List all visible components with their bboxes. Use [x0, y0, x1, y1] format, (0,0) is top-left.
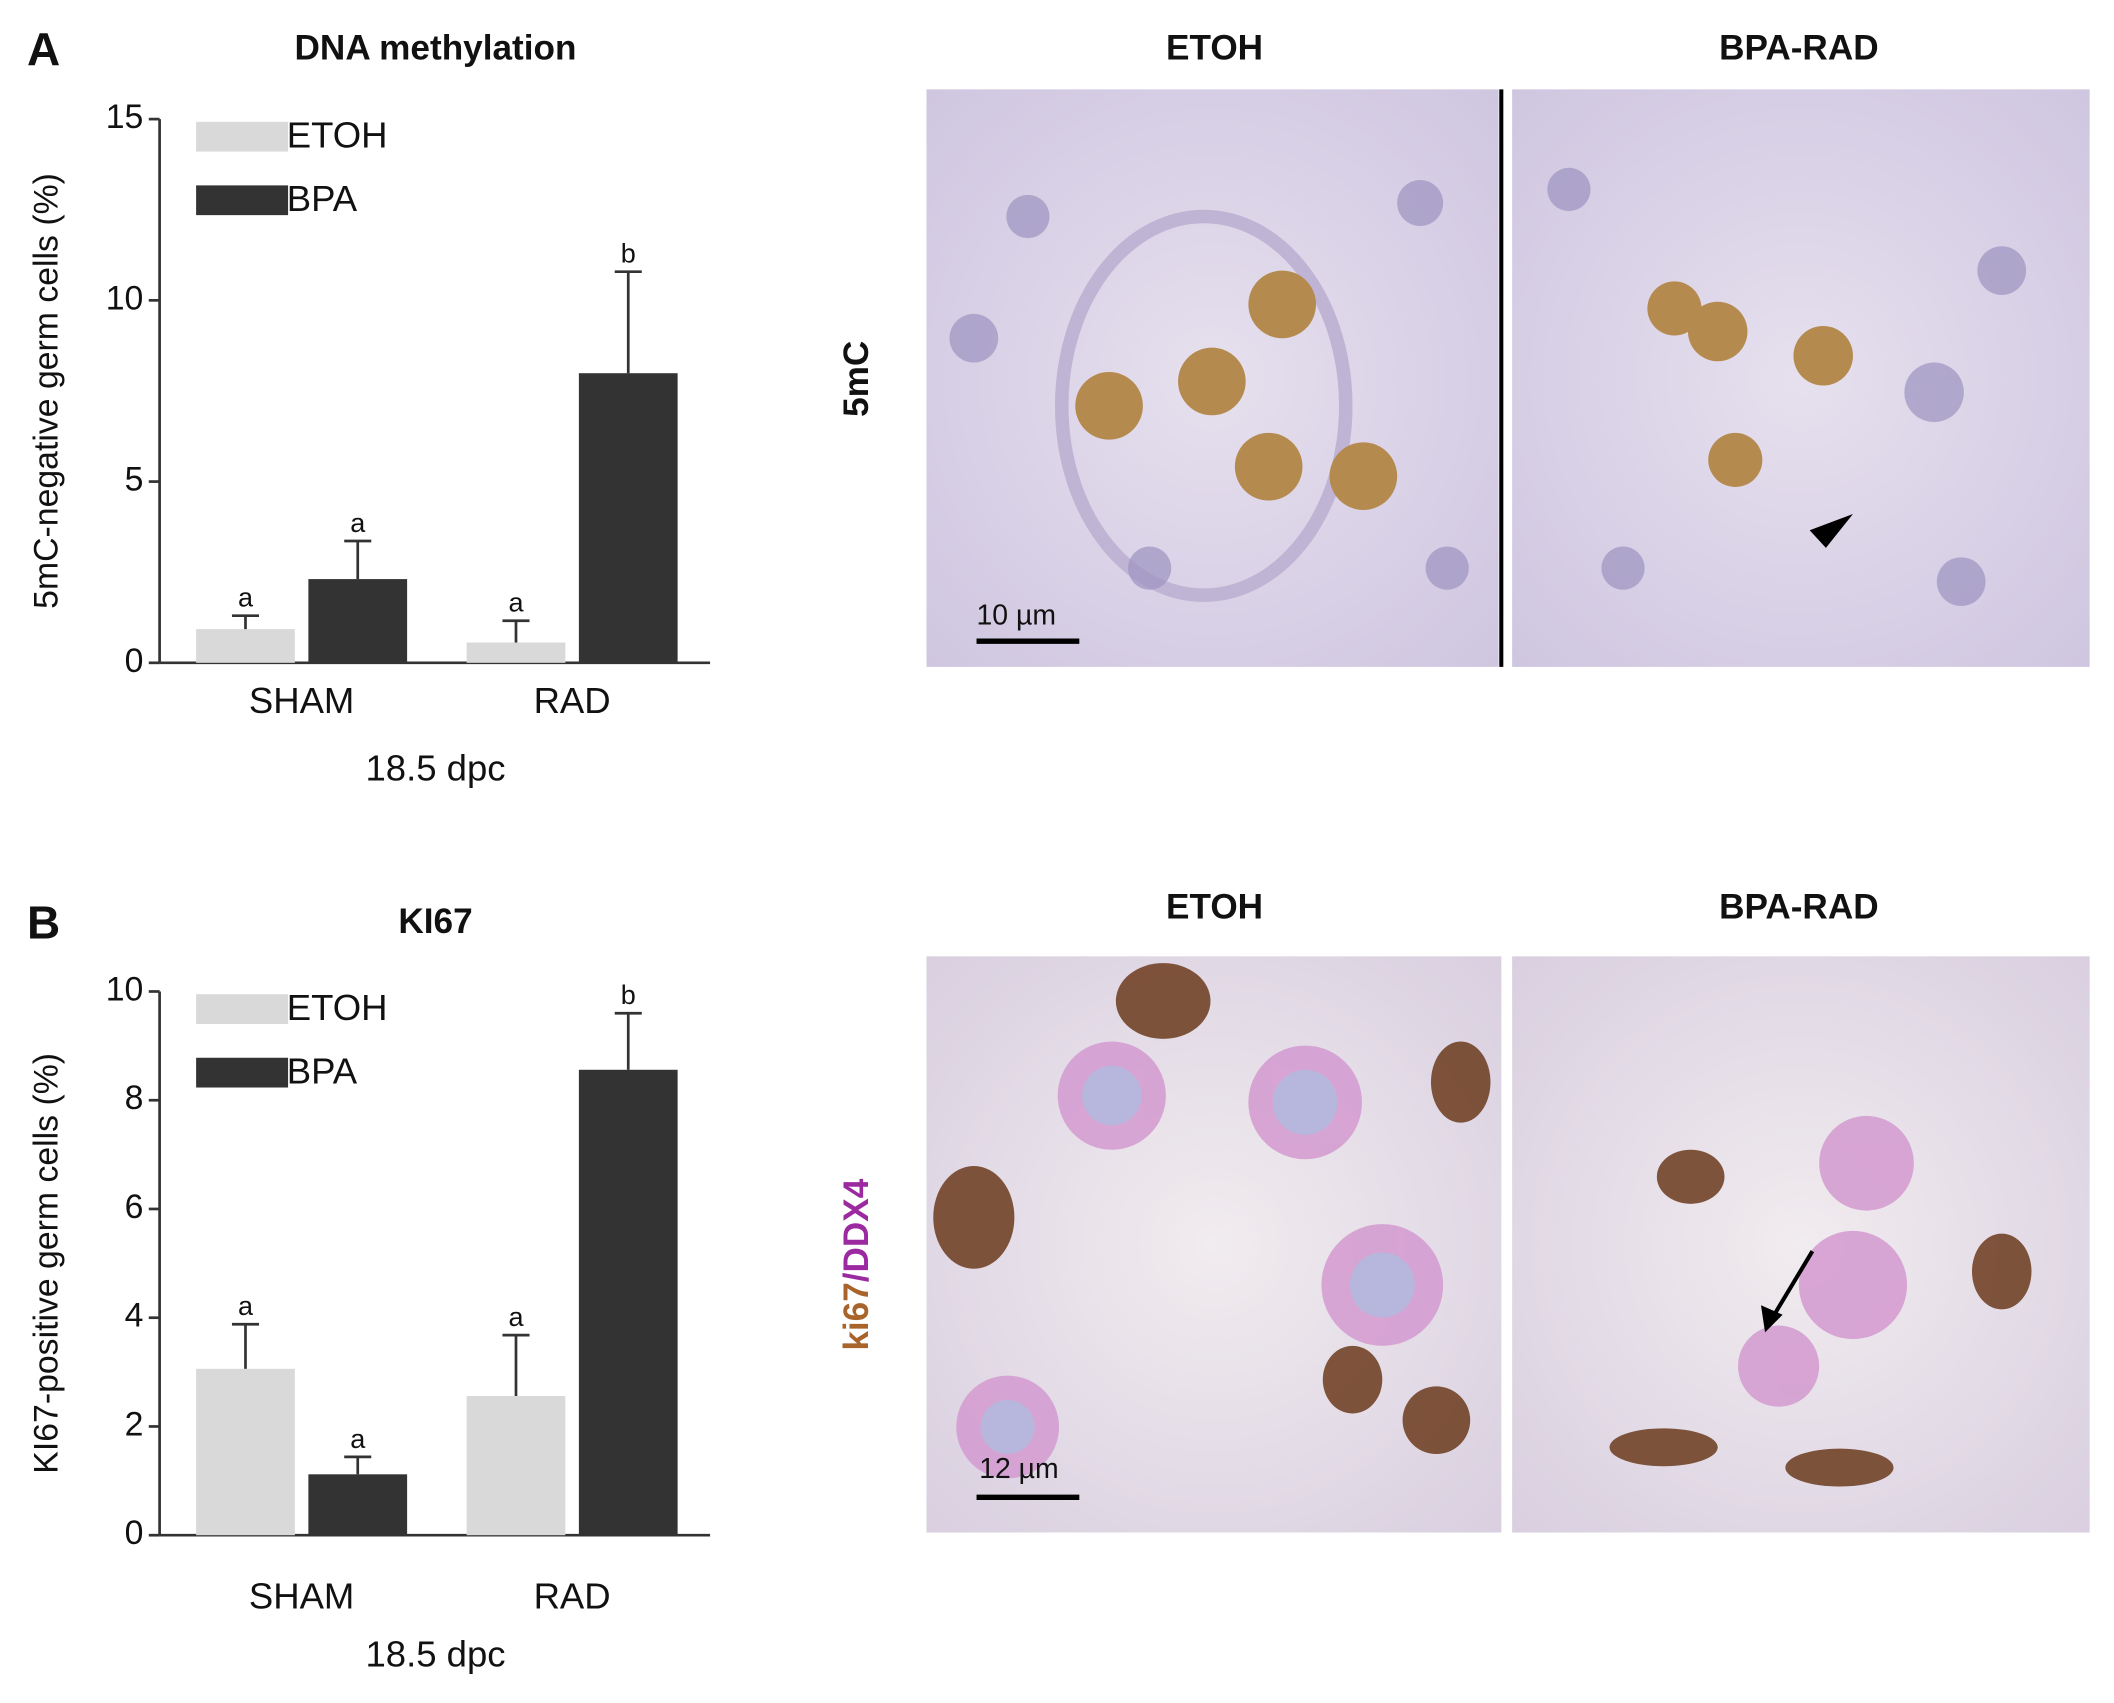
stain-label-part: /DDX4	[837, 1178, 876, 1282]
y-tick-label: 10	[106, 970, 144, 1008]
bar	[196, 1368, 295, 1536]
y-axis-label: 5mC-negative germ cells (%)	[28, 173, 66, 609]
x-axis-label: 18.5 dpc	[365, 748, 505, 789]
bar	[308, 1474, 408, 1536]
significance-label: a	[508, 1302, 524, 1332]
significance-label: a	[238, 583, 254, 613]
significance-label: a	[238, 1291, 254, 1321]
column-label: ETOH	[1166, 28, 1263, 67]
panel-label: B	[27, 897, 60, 949]
column-label: BPA-RAD	[1719, 28, 1879, 67]
micrograph-a: 10 µm ETOH BPA-RAD 5mC	[837, 28, 2090, 667]
legend-swatch	[196, 1057, 289, 1088]
column-label: ETOH	[1166, 887, 1263, 926]
legend-swatch	[196, 185, 289, 216]
scale-bar-label: 10 µm	[977, 599, 1056, 631]
column-label: BPA-RAD	[1719, 887, 1879, 926]
y-tick-label: 10	[106, 279, 144, 317]
legend-label: BPA	[287, 1051, 358, 1092]
legend-swatch	[196, 121, 289, 152]
panel-label: A	[27, 23, 60, 75]
y-tick-label: 2	[125, 1405, 144, 1443]
legend-label: BPA	[287, 178, 358, 219]
y-tick-label: 6	[125, 1188, 144, 1226]
significance-label: b	[621, 239, 636, 269]
bar	[196, 629, 295, 663]
y-tick-label: 4	[125, 1297, 144, 1335]
y-tick-label: 15	[106, 98, 144, 136]
stain-label-part: ki67	[837, 1282, 876, 1350]
bar	[466, 1396, 566, 1536]
significance-label: b	[621, 980, 636, 1010]
legend-swatch	[196, 994, 289, 1024]
micrograph-b: 12 µm ETOH BPA-RAD ki67/DDX4	[837, 887, 2090, 1533]
significance-label: a	[508, 588, 524, 618]
stain-label: 5mC	[837, 341, 876, 417]
chart-title: KI67	[398, 902, 472, 941]
x-tick-label: RAD	[534, 680, 611, 721]
y-tick-label: 8	[125, 1079, 144, 1117]
significance-label: a	[350, 1424, 366, 1454]
x-tick-label: SHAM	[249, 680, 354, 721]
legend-label: ETOH	[287, 115, 388, 156]
bar	[578, 373, 678, 663]
bar	[578, 1069, 678, 1536]
x-axis-label: 18.5 dpc	[365, 1634, 505, 1675]
bar	[308, 579, 408, 663]
bar	[466, 642, 566, 663]
x-tick-label: SHAM	[249, 1575, 354, 1616]
y-axis-label: KI67-positive germ cells (%)	[28, 1053, 66, 1474]
y-tick-label: 0	[125, 1514, 144, 1552]
x-tick-label: RAD	[534, 1575, 611, 1616]
y-tick-label: 0	[125, 642, 144, 680]
legend-label: ETOH	[287, 987, 388, 1028]
chart-title: DNA methylation	[295, 28, 577, 67]
y-tick-label: 5	[125, 461, 144, 499]
significance-label: a	[350, 508, 366, 538]
stain-label: ki67/DDX4	[837, 1178, 876, 1350]
scale-bar-label: 12 µm	[979, 1453, 1058, 1485]
